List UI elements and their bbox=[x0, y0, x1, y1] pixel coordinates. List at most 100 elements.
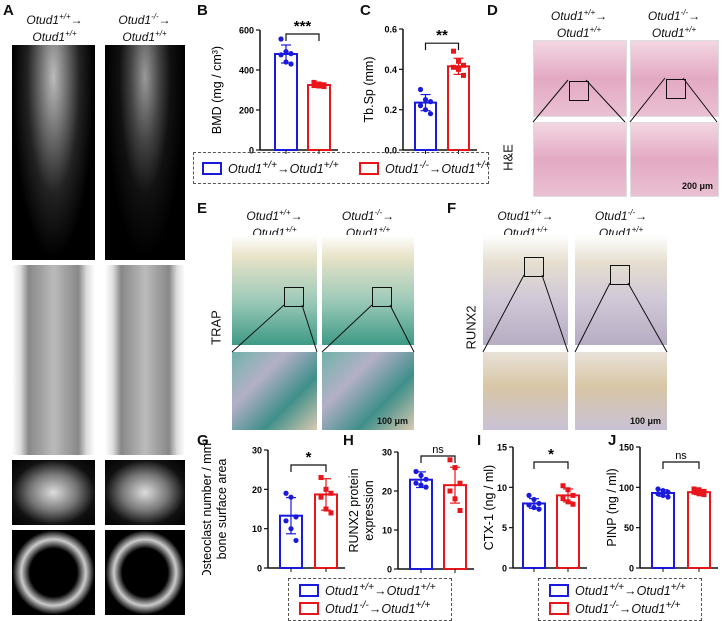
y-tick-label: 0 bbox=[257, 564, 262, 574]
data-point bbox=[526, 492, 532, 498]
data-point bbox=[283, 518, 289, 524]
data-point bbox=[288, 51, 294, 57]
header-ko-a: Otud1-/-→ Otud1+/+ bbox=[102, 10, 187, 44]
data-point bbox=[422, 96, 429, 103]
significance-label: ** bbox=[436, 27, 448, 44]
data-point bbox=[560, 496, 566, 502]
y-tick-label: 30 bbox=[252, 446, 262, 456]
panel-label-j: J bbox=[608, 432, 617, 449]
data-point bbox=[418, 482, 424, 488]
chart-runx2: 0 10 20 30 RUNX2 protein expression ns bbox=[347, 444, 474, 575]
y-tick-label: 30 bbox=[382, 448, 392, 458]
donor-genotype: Otud1 bbox=[325, 602, 360, 617]
data-point bbox=[660, 492, 666, 498]
recipient-genotype: Otud1 bbox=[289, 162, 324, 177]
y-tick-label: 20 bbox=[252, 485, 262, 495]
bar-ko bbox=[447, 65, 470, 151]
trap-overview-wt bbox=[232, 235, 317, 345]
legend-gh: Otud1+/+→Otud1+/+ Otud1-/-→Otud1+/+ bbox=[288, 578, 452, 621]
donor-superscript: -/- bbox=[359, 600, 369, 611]
header-wt-e: Otud1+/+→ Otud1+/+ bbox=[232, 206, 317, 240]
data-point bbox=[655, 491, 661, 497]
microct-longitudinal-wt bbox=[12, 45, 95, 260]
donor-genotype: Otud1 bbox=[575, 602, 610, 617]
donor-superscript: +/+ bbox=[59, 12, 71, 21]
data-point bbox=[323, 506, 329, 512]
legend-entry-wt: Otud1+/+→Otud1+/+ bbox=[299, 582, 436, 598]
data-point bbox=[278, 36, 284, 42]
data-point bbox=[457, 508, 463, 513]
y-axis-label: CTX-1 (ng / ml) bbox=[482, 465, 496, 550]
significance-label: * bbox=[548, 446, 554, 463]
legend-entry-ko: Otud1-/-→Otud1+/+ bbox=[359, 160, 491, 176]
data-point bbox=[570, 501, 576, 507]
recipient-superscript: +/+ bbox=[589, 25, 602, 34]
donor-superscript: -/- bbox=[680, 8, 689, 17]
data-point bbox=[418, 472, 424, 478]
data-point bbox=[565, 499, 571, 505]
donor-genotype: Otud1 bbox=[550, 9, 584, 23]
donor-superscript: +/+ bbox=[609, 582, 625, 593]
y-tick-label: 100 bbox=[619, 483, 634, 493]
runx2-overview-ko bbox=[575, 235, 667, 345]
chart-pinp: 0 50 100 150 PINP (ng / ml) ns bbox=[605, 443, 718, 574]
recipient-superscript: +/+ bbox=[65, 29, 77, 38]
y-tick-label: 10 bbox=[382, 526, 392, 536]
y-tick-label: 50 bbox=[624, 523, 634, 533]
donor-genotype: Otud1 bbox=[647, 9, 681, 23]
header-wt-d: Otud1+/+→ Otud1+/+ bbox=[533, 6, 625, 40]
panel-label-g: G bbox=[197, 432, 209, 449]
recipient-superscript: +/+ bbox=[670, 582, 686, 593]
microct-cross-section-wt bbox=[12, 530, 95, 615]
arrow: → bbox=[541, 209, 554, 223]
data-point bbox=[283, 59, 289, 65]
data-point bbox=[316, 83, 322, 89]
data-point bbox=[655, 486, 661, 492]
y-tick-label: 0.4 bbox=[384, 65, 397, 75]
data-point bbox=[328, 490, 334, 496]
data-point bbox=[691, 486, 697, 492]
legend-swatch bbox=[299, 583, 319, 597]
data-point bbox=[323, 486, 329, 492]
data-point bbox=[311, 83, 317, 89]
arrow: → bbox=[595, 9, 608, 23]
recipient-genotype: Otud1 bbox=[556, 26, 590, 40]
legend-label: Otud1+/+→Otud1+/+ bbox=[325, 582, 436, 598]
donor-superscript: -/- bbox=[374, 208, 383, 217]
trap-zoom-wt bbox=[232, 352, 317, 430]
recipient-superscript: +/+ bbox=[536, 225, 548, 234]
bar-ko bbox=[307, 84, 331, 151]
microct-longitudinal-ko bbox=[105, 45, 185, 260]
y-tick-label: 0 bbox=[502, 564, 507, 574]
donor-genotype: Otud1 bbox=[26, 13, 60, 27]
arrow: → bbox=[688, 9, 701, 23]
data-point bbox=[278, 52, 284, 58]
y-tick-label: 0 bbox=[387, 565, 392, 575]
y-tick-label: 20 bbox=[382, 487, 392, 497]
runx2-zoom-ko bbox=[575, 352, 667, 430]
data-point bbox=[417, 86, 424, 93]
donor-genotype: Otud1 bbox=[594, 209, 628, 223]
data-point bbox=[531, 496, 537, 503]
recipient-genotype: Otud1 bbox=[122, 30, 156, 44]
donor-superscript: -/- bbox=[627, 208, 636, 217]
recipient-genotype: Otud1 bbox=[651, 26, 685, 40]
scale-bar-label-f: 100 μm bbox=[630, 416, 662, 426]
significance-label: ns bbox=[675, 450, 687, 462]
data-point bbox=[447, 488, 453, 494]
recipient-superscript: +/+ bbox=[323, 160, 339, 171]
data-point bbox=[452, 496, 458, 502]
data-point bbox=[456, 66, 461, 72]
y-axis-label: BMD (mg / cm³) bbox=[210, 46, 224, 134]
arrow: → bbox=[635, 209, 648, 223]
he-zoom-ko bbox=[630, 122, 719, 197]
data-point bbox=[701, 492, 707, 498]
panel-label-a: A bbox=[3, 2, 14, 19]
donor-genotype: Otud1 bbox=[228, 162, 263, 177]
panel-label-b: B bbox=[197, 2, 208, 19]
legend-label: Otud1-/-→Otud1+/+ bbox=[385, 160, 491, 176]
legend-entry-ko: Otud1-/-→Otud1+/+ bbox=[549, 600, 681, 616]
recipient-superscript: +/+ bbox=[631, 225, 644, 234]
arrow: → bbox=[158, 13, 171, 27]
